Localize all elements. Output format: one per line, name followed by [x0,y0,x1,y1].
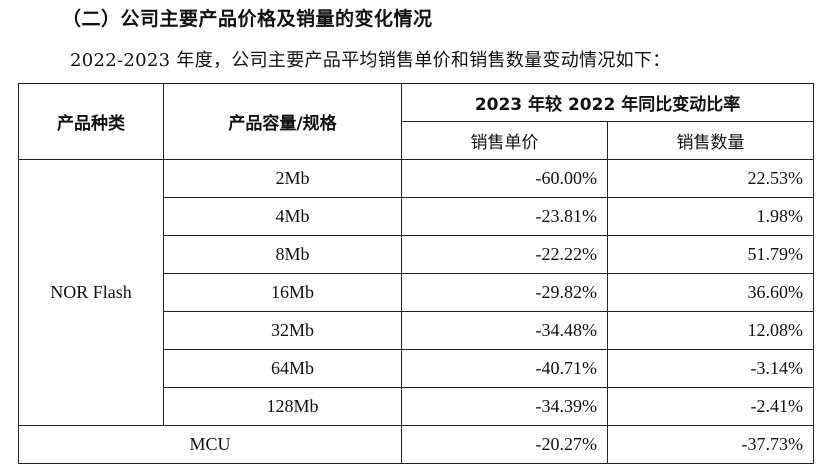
table-row: 64Mb -40.71% -3.14% [19,349,815,388]
table-row: 4Mb -23.81% 1.98% [19,197,815,236]
volume-cell: -37.73% [606,425,815,464]
nor-flash-category: NOR Flash [18,159,164,426]
header-row-1: 产品种类 产品容量/规格 2023 年较 2022 年同比变动比率 [18,83,815,160]
header-category: 产品种类 [18,83,164,160]
volume-cell: 12.08% [606,311,815,350]
table-row-mcu: MCU -20.27% -37.73% [18,425,815,464]
section-heading: （二）公司主要产品价格及销量的变化情况 [62,8,433,30]
volume-cell: -2.41% [606,387,815,426]
spec-cell: 16Mb [163,273,402,312]
price-cell: -34.39% [401,387,608,426]
price-cell: -60.00% [401,159,608,198]
header-yoy: 2023 年较 2022 年同比变动比率 [400,83,815,122]
header-price: 销售单价 [401,121,608,160]
header-row-2: 销售单价 销售数量 [19,121,815,160]
header-volume: 销售数量 [606,121,815,160]
table-row: 32Mb -34.48% 12.08% [19,311,815,350]
price-volume-table: 产品种类 产品容量/规格 2023 年较 2022 年同比变动比率 销售单价 销… [18,83,815,464]
volume-cell: 22.53% [606,159,815,198]
volume-cell: 1.98% [606,197,815,236]
table-row: NOR Flash 2Mb -60.00% 22.53% [18,159,815,426]
intro-paragraph: 2022-2023 年度，公司主要产品平均销售单价和销售数量变动情况如下： [70,50,671,71]
spec-cell: 32Mb [163,311,402,350]
table-row: 8Mb -22.22% 51.79% [19,235,815,274]
price-cell: -22.22% [401,235,608,274]
spec-cell: 128Mb [163,387,402,426]
volume-cell: 51.79% [606,235,815,274]
spec-cell: 2Mb [163,159,402,198]
table-row: 128Mb -34.39% -2.41% [19,387,815,426]
spec-cell: 4Mb [163,197,402,236]
price-cell: -29.82% [401,273,608,312]
mcu-label: MCU [18,425,402,464]
price-cell: -20.27% [401,425,608,464]
price-cell: -23.81% [401,197,608,236]
table-row: 16Mb -29.82% 36.60% [19,273,815,312]
spec-cell: 8Mb [163,235,402,274]
volume-cell: 36.60% [606,273,815,312]
header-spec: 产品容量/规格 [163,83,402,160]
spec-cell: 64Mb [163,349,402,388]
price-cell: -34.48% [401,311,608,350]
price-cell: -40.71% [401,349,608,388]
volume-cell: -3.14% [606,349,815,388]
